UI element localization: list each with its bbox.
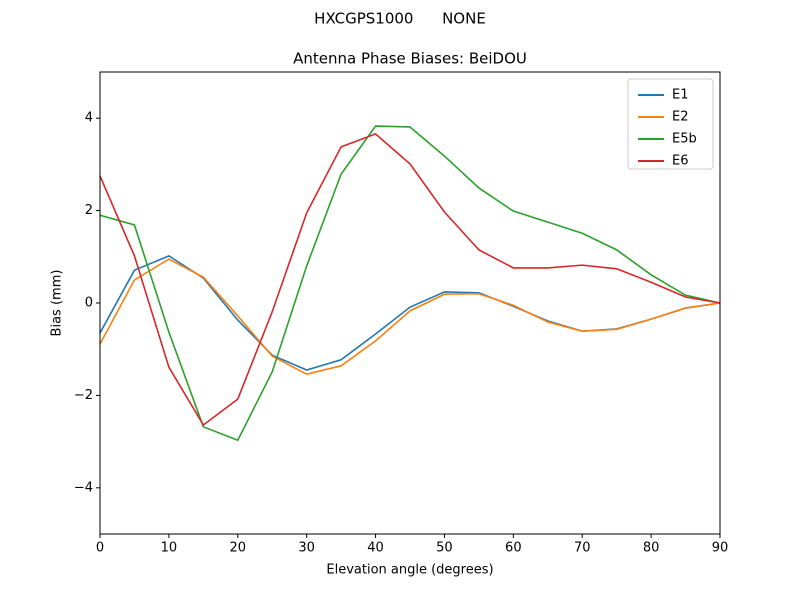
- chart-title: Antenna Phase Biases: BeiDOU: [293, 50, 527, 68]
- x-tick-label: 40: [367, 541, 384, 556]
- y-tick-label: −4: [74, 480, 93, 495]
- x-tick-label: 70: [574, 541, 591, 556]
- y-tick-label: 0: [85, 296, 93, 311]
- line-series: [99, 132, 721, 427]
- line-series: [99, 125, 721, 442]
- legend-label: E1: [672, 88, 689, 103]
- legend-label: E5b: [672, 132, 697, 147]
- x-tick-label: 20: [230, 541, 247, 556]
- line-series: [99, 258, 721, 375]
- x-axis-label: Elevation angle (degrees): [326, 563, 493, 578]
- y-tick-label: 2: [85, 203, 93, 218]
- x-tick-label: 30: [298, 541, 315, 556]
- y-axis-label: Bias (mm): [50, 270, 65, 337]
- legend-label: E6: [672, 154, 689, 169]
- x-tick-label: 80: [643, 541, 660, 556]
- x-tick-label: 50: [436, 541, 453, 556]
- plot-frame: [99, 71, 721, 535]
- y-tick-label: 4: [85, 111, 93, 126]
- y-tick-label: −2: [74, 388, 93, 403]
- chart-suptitle: HXCGPS1000 NONE: [314, 10, 486, 28]
- x-tick-label: 0: [96, 541, 104, 556]
- x-tick-label: 60: [505, 541, 522, 556]
- legend-box: [627, 78, 714, 170]
- legend-label: E2: [672, 110, 689, 125]
- x-tick-label: 90: [712, 541, 729, 556]
- x-tick-label: 10: [161, 541, 178, 556]
